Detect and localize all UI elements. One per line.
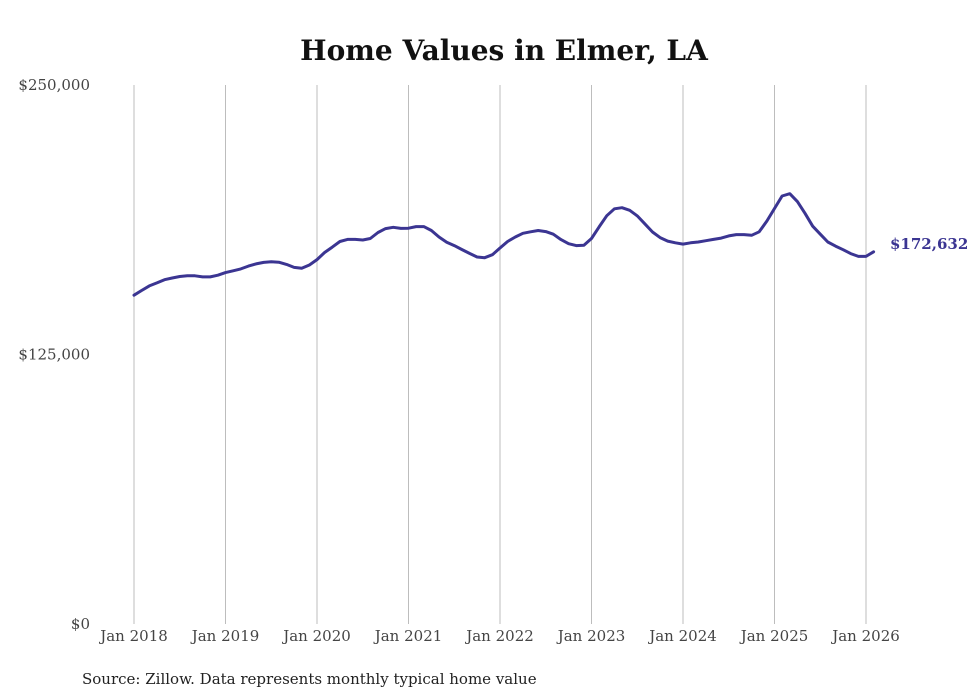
x-tick-label: Jan 2026 (830, 627, 900, 645)
y-axis-tick-labels: $0 $125,000 $250,000 (18, 76, 90, 633)
series-group (132, 192, 876, 297)
x-tick-label: Jan 2023 (556, 627, 626, 645)
x-tick-label: Jan 2020 (281, 627, 351, 645)
x-tick-label: Jan 2024 (647, 627, 717, 645)
y-tick-label: $0 (71, 615, 90, 633)
x-tick-label: Jan 2021 (373, 627, 443, 645)
x-tick-label: Jan 2018 (98, 627, 168, 645)
chart-title: Home Values in Elmer, LA (300, 34, 709, 67)
y-tick-label: $250,000 (18, 76, 90, 94)
source-note: Source: Zillow. Data represents monthly … (82, 670, 537, 688)
x-axis-tick-labels: Jan 2018 Jan 2019 Jan 2020 Jan 2021 Jan 2022… (98, 627, 900, 645)
vertical-gridlines (133, 85, 867, 624)
end-value-label: $172,632 (890, 235, 968, 253)
x-tick-label: Jan 2025 (739, 627, 809, 645)
x-tick-label: Jan 2022 (464, 627, 534, 645)
y-tick-label: $125,000 (18, 346, 90, 364)
x-tick-label: Jan 2019 (190, 627, 260, 645)
series-line-home-value (132, 192, 876, 297)
